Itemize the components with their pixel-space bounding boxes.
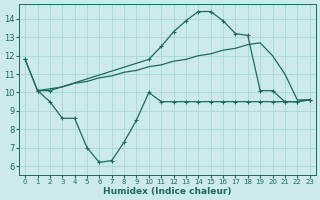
X-axis label: Humidex (Indice chaleur): Humidex (Indice chaleur) [103,187,232,196]
